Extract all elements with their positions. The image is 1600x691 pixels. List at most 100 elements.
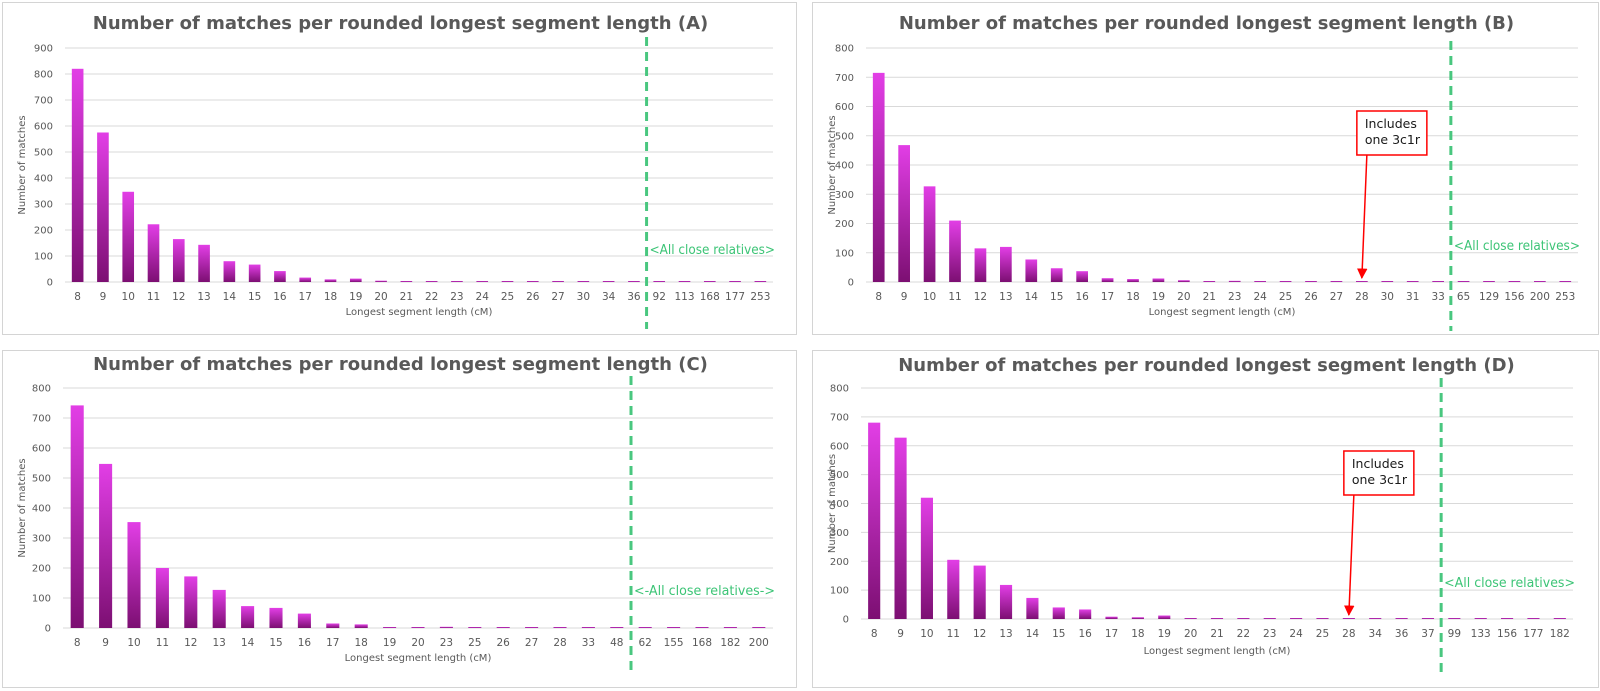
bar <box>1263 618 1276 619</box>
x-tick-label: 20 <box>1184 628 1197 640</box>
bar <box>667 627 681 628</box>
bar <box>729 281 741 282</box>
x-tick-label: 18 <box>1126 291 1139 303</box>
y-tick-label: 600 <box>835 102 854 113</box>
x-tick-label: 36 <box>627 291 641 303</box>
bar <box>1158 615 1171 619</box>
x-tick-label: 9 <box>100 291 107 303</box>
x-tick-label: 18 <box>324 291 337 303</box>
x-tick-label: 17 <box>1101 291 1114 303</box>
x-tick-label: 14 <box>1026 628 1040 640</box>
chart-d: Number of matches per rounded longest se… <box>827 355 1575 675</box>
bar <box>577 281 590 282</box>
x-tick-label: 10 <box>923 291 936 303</box>
chart-panel-c: Number of matches per rounded longest se… <box>2 350 797 688</box>
bar <box>1152 278 1165 282</box>
y-tick-label: 0 <box>848 278 854 289</box>
bar <box>198 244 210 282</box>
x-tick-label: 113 <box>674 291 694 303</box>
x-tick-label: 26 <box>526 291 540 303</box>
chart-panel-d: Number of matches per rounded longest se… <box>812 350 1599 688</box>
x-axis-label: Longest segment length (cM) <box>1144 646 1291 657</box>
bar <box>127 522 141 628</box>
bar <box>695 627 709 628</box>
x-tick-label: 9 <box>901 291 908 303</box>
bar <box>241 606 255 628</box>
x-tick-label: 24 <box>1289 628 1303 640</box>
x-tick-label: 27 <box>551 291 564 303</box>
y-tick-label: 600 <box>32 444 51 455</box>
bar <box>476 281 489 282</box>
close-relatives-label: <All close relatives> <box>1454 239 1580 254</box>
y-tick-label: 200 <box>34 226 53 237</box>
x-tick-label: 21 <box>1203 291 1216 303</box>
bar <box>354 624 368 628</box>
annotation-box <box>1356 110 1428 156</box>
bar <box>1203 281 1216 282</box>
bar <box>552 281 564 282</box>
bar <box>1559 281 1572 282</box>
y-tick-label: 0 <box>843 615 849 626</box>
bar <box>920 497 933 619</box>
bar <box>525 627 539 628</box>
bar <box>628 281 640 282</box>
x-tick-label: 33 <box>1431 291 1444 303</box>
x-tick-label: 16 <box>273 291 287 303</box>
x-axis-label: Longest segment length (cM) <box>345 653 492 664</box>
bar <box>752 627 766 628</box>
bar <box>71 68 84 282</box>
bar <box>1395 618 1408 619</box>
y-tick-label: 600 <box>34 122 53 133</box>
bar <box>1127 279 1139 282</box>
bar <box>439 626 453 628</box>
y-tick-label: 500 <box>835 131 854 142</box>
bar <box>949 220 961 282</box>
x-tick-label: 23 <box>1228 291 1241 303</box>
chart-title: Number of matches per rounded longest se… <box>899 13 1514 34</box>
x-tick-label: 8 <box>74 291 81 303</box>
y-tick-label: 800 <box>830 384 849 395</box>
chart-panel-a: Number of matches per rounded longest se… <box>2 2 797 335</box>
x-tick-label: 19 <box>1158 628 1171 640</box>
bar <box>299 277 312 282</box>
y-tick-label: 400 <box>835 161 854 172</box>
bar <box>1356 281 1368 282</box>
x-tick-label: 13 <box>999 291 1012 303</box>
annotation-text: Includes <box>1352 456 1404 471</box>
bar <box>97 132 109 282</box>
bar <box>248 264 261 282</box>
x-tick-label: 19 <box>349 291 362 303</box>
y-tick-label: 700 <box>830 412 849 423</box>
bar <box>1330 281 1343 282</box>
x-tick-label: 200 <box>749 637 769 649</box>
x-tick-label: 10 <box>127 637 140 649</box>
x-tick-label: 133 <box>1471 628 1491 640</box>
x-tick-label: 14 <box>223 291 237 303</box>
x-tick-label: 34 <box>602 291 616 303</box>
bar <box>1534 281 1546 282</box>
x-tick-label: 15 <box>1052 628 1065 640</box>
chart-title: Number of matches per rounded longest se… <box>898 355 1515 376</box>
x-axis-label: Longest segment length (cM) <box>346 307 493 318</box>
annotation-text: one 3c1r <box>1365 132 1421 147</box>
bar <box>70 405 84 628</box>
y-tick-label: 400 <box>34 174 53 185</box>
bar <box>894 437 907 619</box>
y-tick-label: 300 <box>32 534 51 545</box>
x-tick-label: 168 <box>692 637 712 649</box>
y-tick-label: 700 <box>835 73 854 84</box>
bar <box>1432 281 1444 282</box>
bar <box>1079 609 1092 619</box>
x-tick-label: 15 <box>1050 291 1063 303</box>
x-tick-label: 13 <box>197 291 210 303</box>
y-tick-label: 100 <box>835 248 854 259</box>
x-tick-label: 25 <box>1279 291 1292 303</box>
x-tick-label: 31 <box>1406 291 1419 303</box>
y-tick-label: 100 <box>830 586 849 597</box>
x-tick-label: 177 <box>725 291 745 303</box>
y-tick-label: 200 <box>835 219 854 230</box>
bar <box>923 186 936 282</box>
bar <box>1178 280 1190 282</box>
x-tick-label: 23 <box>440 637 453 649</box>
x-tick-label: 16 <box>1078 628 1092 640</box>
